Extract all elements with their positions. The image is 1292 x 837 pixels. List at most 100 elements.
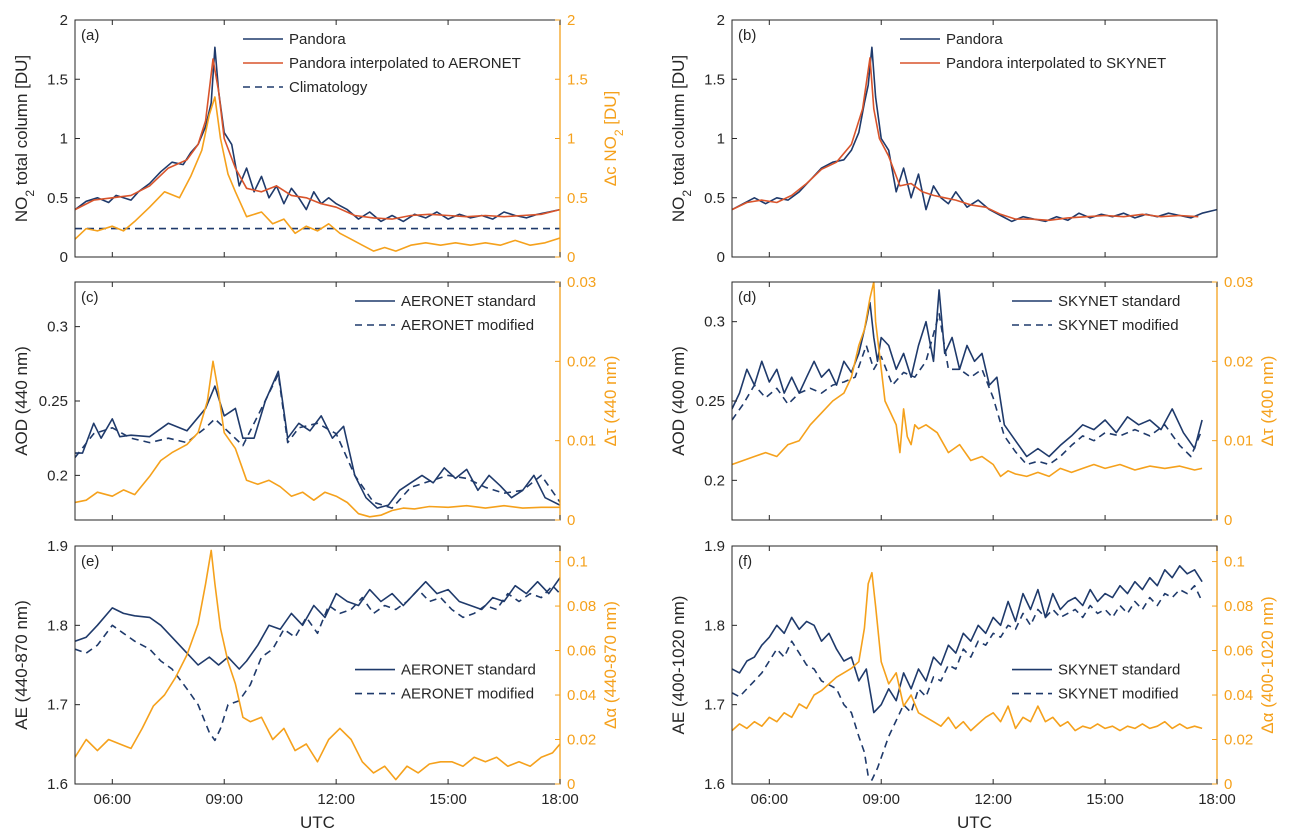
y-tick-label: 1 bbox=[60, 131, 68, 148]
x-tick-label: 09:00 bbox=[862, 791, 900, 808]
panel-c-plot-area bbox=[75, 360, 560, 518]
panel-f-label: (f) bbox=[738, 553, 752, 570]
legend-label: AERONET standard bbox=[401, 293, 536, 310]
panel-a-line-difference bbox=[75, 96, 560, 252]
y-tick-label: 1.9 bbox=[47, 538, 68, 555]
panel-d-plot-area bbox=[732, 282, 1203, 478]
legend-label: Pandora bbox=[289, 31, 346, 48]
panel-e-legend: AERONET standard AERONET modified bbox=[355, 662, 536, 703]
y-tick-label: 1.6 bbox=[47, 776, 68, 793]
legend-label: Pandora bbox=[946, 31, 1003, 48]
x-tick-label: 06:00 bbox=[751, 791, 789, 808]
panel-e-line-aeronet-standard bbox=[75, 577, 560, 670]
panel-f-plot-area bbox=[732, 565, 1203, 781]
panel-d-y2-axis-label: Δτ (400 nm) bbox=[1258, 356, 1277, 447]
legend-label: AERONET modified bbox=[401, 317, 534, 334]
panel-e-line-difference bbox=[75, 549, 560, 781]
panel-c-y-axis-label: AOD (440 nm) bbox=[12, 346, 31, 456]
panel-f: 06:00 09:00 12:00 15:00 18:00 UTC 1.6 1.7 1.8 1.9… bbox=[704, 538, 1253, 832]
panel-b-plot-area bbox=[732, 46, 1217, 223]
x-tick-label: 15:00 bbox=[1086, 791, 1124, 808]
x-tick-label: 12:00 bbox=[317, 791, 355, 808]
panel-f-line-difference bbox=[732, 571, 1203, 732]
y-tick-label: 0.25 bbox=[696, 393, 725, 410]
y-tick-label: 1.8 bbox=[47, 617, 68, 634]
panel-b-label: (b) bbox=[738, 27, 756, 44]
legend-label: Pandora interpolated to SKYNET bbox=[946, 55, 1166, 72]
panel-a-label: (a) bbox=[81, 27, 99, 44]
x-axis-label: UTC bbox=[300, 813, 335, 832]
legend-label: SKYNET modified bbox=[1058, 317, 1179, 334]
y2-tick-label: 0.01 bbox=[1224, 433, 1253, 450]
panel-d-line-skynet-modified bbox=[732, 312, 1203, 466]
y-tick-label: 0 bbox=[717, 249, 725, 266]
y2-tick-label: 0.1 bbox=[1224, 554, 1245, 571]
panel-a-line-pandora-interpolated-to-aeronet bbox=[75, 58, 560, 220]
y2-tick-label: 0.02 bbox=[1224, 353, 1253, 370]
x-axis-label: UTC bbox=[957, 813, 992, 832]
panel-e-plot-area bbox=[75, 549, 560, 781]
y2-tick-label: 0 bbox=[567, 249, 575, 266]
panel-f-y2-axis-label: Δα (400-1020 nm) bbox=[1258, 596, 1277, 733]
y-tick-label: 2 bbox=[60, 12, 68, 29]
y2-tick-label: 0 bbox=[1224, 512, 1232, 529]
y2-tick-label: 0.5 bbox=[567, 190, 588, 207]
panel-c-label: (c) bbox=[81, 289, 99, 306]
x-tick-label: 15:00 bbox=[429, 791, 467, 808]
x-tick-label: 06:00 bbox=[94, 791, 132, 808]
legend-label: Climatology bbox=[289, 79, 368, 96]
y2-tick-label: 0 bbox=[1224, 776, 1232, 793]
y2-tick-label: 1.5 bbox=[567, 71, 588, 88]
panel-d-line-skynet-standard bbox=[732, 289, 1203, 458]
y-tick-label: 0.2 bbox=[47, 467, 68, 484]
panel-e-y2-axis-label: Δα (440-870 nm) bbox=[601, 601, 620, 729]
panel-b-line-pandora bbox=[732, 46, 1217, 223]
panel-a-y-axis-label: NO2 total column [DU] bbox=[12, 55, 37, 222]
legend-label: SKYNET standard bbox=[1058, 293, 1180, 310]
panel-b-line-pandora-interpolated-to-skynet bbox=[732, 57, 1199, 222]
y2-tick-label: 0 bbox=[567, 776, 575, 793]
y2-tick-label: 0.06 bbox=[1224, 643, 1253, 660]
y2-tick-label: 0.04 bbox=[567, 687, 596, 704]
panel-c-y2-axis-label: Δτ (440 nm) bbox=[601, 356, 620, 447]
panel-c-legend: AERONET standard AERONET modified bbox=[355, 293, 536, 334]
panel-f-y-axis-label: AE (400-1020 nm) bbox=[669, 596, 688, 735]
panel-a-plot-area bbox=[75, 46, 560, 252]
y-tick-label: 1.6 bbox=[704, 776, 725, 793]
y2-tick-label: 0 bbox=[567, 512, 575, 529]
y2-tick-label: 0.02 bbox=[1224, 732, 1253, 749]
y-tick-label: 0.5 bbox=[704, 190, 725, 207]
panel-c-line-aeronet-standard bbox=[75, 370, 560, 509]
panel-f-legend: SKYNET standard SKYNET modified bbox=[1012, 662, 1180, 703]
y-tick-label: 1.7 bbox=[47, 697, 68, 714]
y-tick-label: 1.8 bbox=[704, 617, 725, 634]
y2-tick-label: 1 bbox=[567, 131, 575, 148]
panel-a: 0 0.5 1 1.5 2 0 0.5 1 1.5 2 (a) Pandora Pandora inte… bbox=[47, 12, 588, 266]
panel-d-legend: SKYNET standard SKYNET modified bbox=[1012, 293, 1180, 334]
y2-tick-label: 0.08 bbox=[1224, 598, 1253, 615]
panel-c-line-difference bbox=[75, 360, 560, 518]
y2-tick-label: 2 bbox=[567, 12, 575, 29]
legend-label: Pandora interpolated to AERONET bbox=[289, 55, 521, 72]
y2-tick-label: 0.1 bbox=[567, 554, 588, 571]
legend-label: SKYNET modified bbox=[1058, 686, 1179, 703]
x-tick-label: 18:00 bbox=[1198, 791, 1236, 808]
panel-d: 0.2 0.25 0.3 0 0.01 0.02 0.03 (d) SKYNET standar… bbox=[696, 274, 1253, 529]
y-tick-label: 0.3 bbox=[47, 319, 68, 336]
panel-f-line-skynet-modified bbox=[732, 584, 1203, 781]
x-tick-label: 18:00 bbox=[541, 791, 579, 808]
y2-tick-label: 0.03 bbox=[567, 274, 596, 291]
panel-e-line-aeronet-modified bbox=[75, 584, 560, 742]
legend-label: AERONET standard bbox=[401, 662, 536, 679]
y2-tick-label: 0.08 bbox=[567, 598, 596, 615]
y-tick-label: 0 bbox=[60, 249, 68, 266]
panel-b-legend: Pandora Pandora interpolated to SKYNET bbox=[900, 31, 1166, 72]
panel-d-label: (d) bbox=[738, 289, 756, 306]
y2-tick-label: 0.03 bbox=[1224, 274, 1253, 291]
y-tick-label: 1.5 bbox=[704, 71, 725, 88]
y2-tick-label: 0.02 bbox=[567, 732, 596, 749]
panel-c-line-aeronet-modified bbox=[75, 373, 560, 509]
legend-label: SKYNET standard bbox=[1058, 662, 1180, 679]
panel-a-line-pandora bbox=[75, 46, 560, 223]
y-tick-label: 0.25 bbox=[39, 393, 68, 410]
